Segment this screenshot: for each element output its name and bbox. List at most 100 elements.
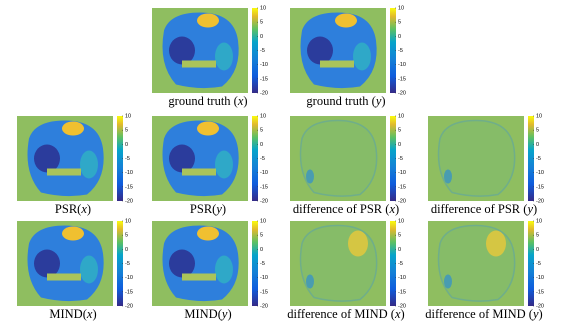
colorbar-tick-label: -20 [398,90,406,96]
image-spot [169,144,195,173]
image-spot [62,121,84,136]
image-spot [34,249,60,278]
panel: 10 5 0 -5 -10 -15 -20 PSR(x) [17,113,133,216]
colorbar-tick-label: -20 [260,90,268,96]
caption: PSR(x) [55,202,91,216]
image-spot [444,169,452,184]
colorbar-tick-label: 0 [398,247,401,253]
image-spot [306,169,314,184]
caption-part: ground truth ( [306,94,375,108]
caption: difference of PSR (x) [293,202,399,216]
colorbar-tick-label: -5 [398,48,403,54]
caption-part: ) [539,307,543,321]
caption: MIND(y) [184,307,231,321]
caption: difference of MIND (y) [425,307,542,321]
colorbar-tick-label: 0 [260,142,263,148]
caption-part: difference of MIND ( [425,307,533,321]
colorbar-tick-label: 5 [398,20,401,26]
colorbar-tick-label: 5 [260,233,263,239]
image-spot [335,13,357,28]
caption-part: ) [243,94,247,108]
image-band [182,60,216,68]
image-spot [307,36,333,65]
image-blob [27,225,104,302]
colorbar [390,221,396,306]
caption: difference of MIND (x) [287,307,404,321]
image-spot [353,42,371,71]
caption-part: y [531,307,539,321]
colorbar-tick-label: -10 [398,62,406,68]
colorbar [528,221,534,306]
image-spot [215,150,233,179]
colorbar-tick-label: 5 [398,233,401,239]
image-spot [34,144,60,173]
panel: 10 5 0 -5 -10 -15 -20 ground truth (y) [290,5,406,108]
colorbar [252,221,258,306]
colorbar-tick-label: -5 [260,156,265,162]
image-spot [215,255,233,284]
colorbar-tick-label: -15 [260,76,268,82]
image-blob [299,119,378,197]
colorbar-tick-label: -20 [125,303,133,309]
colorbar [390,116,396,201]
colorbar-tick-label: 0 [125,247,128,253]
caption-part: ) [222,202,226,216]
colorbar-tick-label: -15 [125,289,133,295]
image-band [47,273,81,281]
caption: ground truth (y) [306,94,385,108]
image-spot [215,42,233,71]
colorbar-tick-label: -10 [125,170,133,176]
caption-part: ) [227,307,231,321]
colorbar-tick-label: 5 [536,233,539,239]
colorbar-tick-label: 10 [536,218,542,224]
caption-part: PSR( [55,202,81,216]
panel: 10 5 0 -5 -10 -15 -20 ground truth (x) [152,5,268,108]
colorbar-tick-label: 10 [398,113,404,119]
caption-part: ) [533,202,537,216]
colorbar-tick-label: -15 [536,289,544,295]
caption-part: x [237,94,244,108]
colorbar-tick-label: -5 [125,156,130,162]
colorbar-tick-label: 0 [260,247,263,253]
colorbar-tick-label: -5 [125,261,130,267]
image-spot [169,36,195,65]
panel: 10 5 0 -5 -10 -15 -20 PSR(y) [152,113,268,216]
image-spot [197,13,219,28]
colorbar-tick-label: 0 [398,34,401,40]
colorbar-tick-label: -5 [536,156,541,162]
colorbar-tick-label: -20 [125,198,133,204]
caption-part: x [394,307,401,321]
colorbar [117,221,123,306]
caption: difference of PSR (y) [431,202,537,216]
colorbar [252,8,258,93]
colorbar-tick-label: 10 [125,218,131,224]
colorbar [117,116,123,201]
image-spot [169,249,195,278]
image-spot [197,121,219,136]
caption-part: MIND( [184,307,222,321]
colorbar-tick-label: -20 [398,303,406,309]
colorbar-tick-label: -10 [260,170,268,176]
colorbar-tick-label: 0 [536,247,539,253]
colorbar-tick-label: -5 [260,48,265,54]
panel: 10 5 0 -5 -10 -15 -20 MIND(y) [152,218,268,321]
caption-part: PSR( [190,202,216,216]
image-blob [300,12,377,89]
colorbar-tick-label: -10 [260,275,268,281]
colorbar-tick-label: -10 [536,170,544,176]
colorbar-tick-label: 10 [260,113,266,119]
colorbar-tick-label: -10 [536,275,544,281]
colorbar-tick-label: -20 [398,198,406,204]
caption-part: difference of PSR ( [293,202,390,216]
caption-part: x [86,307,93,321]
colorbar-tick-label: 0 [536,142,539,148]
image-spot [306,274,314,289]
colorbar-tick-label: -15 [260,289,268,295]
caption-part: difference of PSR ( [431,202,528,216]
caption-part: ) [87,202,91,216]
colorbar-tick-label: 5 [125,233,128,239]
